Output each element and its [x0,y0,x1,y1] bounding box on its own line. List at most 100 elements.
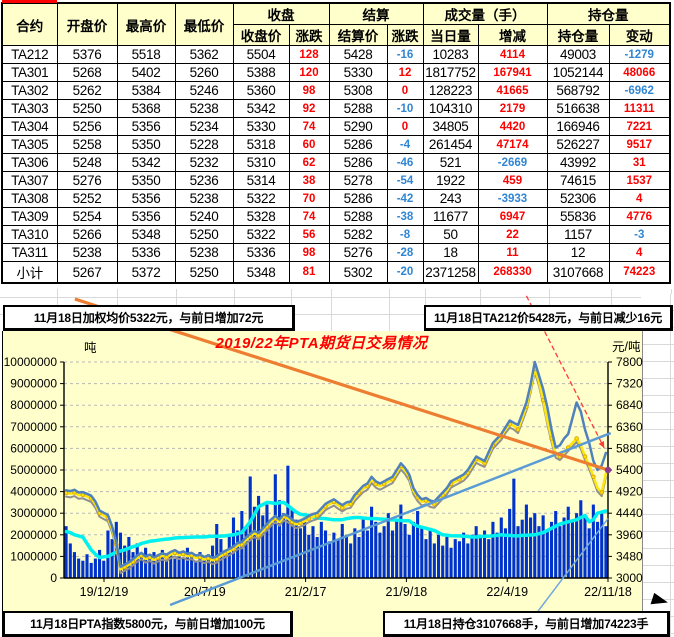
col-oi-group[interactable]: 持仓量 [546,2,671,25]
cell-settle[interactable]: 5308 [328,81,388,100]
cell-settle[interactable]: 5302 [328,261,388,284]
cell-settle-chg[interactable]: -10 [386,99,424,118]
cell-settle-chg[interactable]: -4 [386,135,424,154]
cell-oi[interactable]: 1157 [546,225,610,244]
cell-oi-chg[interactable]: 11311 [608,99,671,118]
col-volume-group[interactable]: 成交量（手） [422,2,548,25]
cell-contract[interactable]: TA309 [1,207,58,226]
cell-high[interactable]: 5356 [116,207,176,226]
cell-settle[interactable]: 5288 [328,99,388,118]
cell-close[interactable]: 5360 [232,81,290,100]
cell-contract[interactable]: TA306 [1,153,58,172]
cell-settle-chg[interactable]: 0 [386,117,424,136]
cell-close[interactable]: 5322 [232,225,290,244]
cell-high[interactable]: 5350 [116,171,176,190]
cell-settle[interactable]: 5288 [328,207,388,226]
cell-vol-chg[interactable]: 459 [477,171,548,190]
cell-high[interactable]: 5372 [116,261,176,284]
cell-oi-chg[interactable]: 7221 [608,117,671,136]
cell-close[interactable]: 5342 [232,99,290,118]
pta-daily-chart[interactable]: 0 3000 1000000 3480 2000000 3960 3000000 4440 40… [2,294,643,637]
cell-close-chg[interactable]: 81 [288,261,330,284]
cell-low[interactable]: 5228 [174,135,234,154]
cell-vol-chg[interactable]: 22 [477,225,548,244]
cell-contract[interactable]: TA301 [1,63,58,82]
cell-settle[interactable]: 5330 [328,63,388,82]
cell-close[interactable]: 5336 [232,243,290,262]
cell-vol-chg[interactable]: 167941 [477,63,548,82]
cell-settle[interactable]: 5286 [328,153,388,172]
cell-close[interactable]: 5330 [232,117,290,136]
cell-day-vol[interactable]: 104310 [422,99,479,118]
cell-low[interactable]: 5250 [174,225,234,244]
cell-oi[interactable]: 12 [546,243,610,262]
cell-day-vol[interactable]: 261454 [422,135,479,154]
cell-day-vol[interactable]: 1922 [422,171,479,190]
chart-background[interactable] [2,331,643,637]
col-oi[interactable]: 持仓量 [546,24,610,46]
cell-day-vol[interactable]: 1817752 [422,63,479,82]
cell-contract[interactable]: TA303 [1,99,58,118]
cell-oi[interactable]: 516638 [546,99,610,118]
cell-open[interactable]: 5376 [56,45,118,64]
col-settle-group[interactable]: 结算 [328,2,424,25]
col-high[interactable]: 最高价 [116,2,176,46]
cell-vol-chg[interactable]: 4420 [477,117,548,136]
cell-oi[interactable]: 568792 [546,81,610,100]
cell-oi[interactable]: 526227 [546,135,610,154]
cell-oi-chg[interactable]: 9517 [608,135,671,154]
cell-contract[interactable]: TA308 [1,189,58,208]
cell-oi-chg[interactable]: 31 [608,153,671,172]
cell-close-chg[interactable]: 92 [288,99,330,118]
cell-close-chg[interactable]: 38 [288,171,330,190]
cell-close[interactable]: 5314 [232,171,290,190]
cell-oi[interactable]: 49003 [546,45,610,64]
col-settle-chg[interactable]: 涨跌 [386,24,424,46]
col-low[interactable]: 最低价 [174,2,234,46]
cell-open[interactable]: 5276 [56,171,118,190]
cell-close-chg[interactable]: 74 [288,117,330,136]
cell-oi[interactable]: 74615 [546,171,610,190]
cell-day-vol[interactable]: 521 [422,153,479,172]
col-settle[interactable]: 结算价 [328,24,388,46]
col-vol-chg[interactable]: 增减 [477,24,548,46]
cell-oi[interactable]: 3107668 [546,261,610,284]
cell-vol-chg[interactable]: 268330 [477,261,548,284]
cell-settle-chg[interactable]: -54 [386,171,424,190]
cell-close[interactable]: 5318 [232,135,290,154]
cell-contract[interactable]: TA310 [1,225,58,244]
cell-close-chg[interactable]: 98 [288,81,330,100]
cell-low[interactable]: 5232 [174,153,234,172]
cell-vol-chg[interactable]: 41665 [477,81,548,100]
cell-day-vol[interactable]: 128223 [422,81,479,100]
cell-day-vol[interactable]: 10283 [422,45,479,64]
col-open[interactable]: 开盘价 [56,2,118,46]
cell-contract[interactable]: TA307 [1,171,58,190]
cell-close[interactable]: 5328 [232,207,290,226]
cell-settle-chg[interactable]: -16 [386,45,424,64]
cell-oi-chg[interactable]: 1537 [608,171,671,190]
cell-oi-chg[interactable]: 48066 [608,63,671,82]
cell-close-chg[interactable]: 128 [288,45,330,64]
cell-close-chg[interactable]: 120 [288,63,330,82]
cell-oi-chg[interactable]: 4 [608,243,671,262]
cell-low[interactable]: 5238 [174,243,234,262]
cell-open[interactable]: 5268 [56,63,118,82]
cell-close-chg[interactable]: 74 [288,207,330,226]
cell-vol-chg[interactable]: 2179 [477,99,548,118]
cell-settle-chg[interactable]: -38 [386,207,424,226]
cell-settle[interactable]: 5290 [328,117,388,136]
col-close[interactable]: 收盘价 [232,24,290,46]
cell-open[interactable]: 5267 [56,261,118,284]
cell-contract[interactable]: 小计 [1,261,58,284]
cell-day-vol[interactable]: 243 [422,189,479,208]
cell-oi-chg[interactable]: -3 [608,225,671,244]
cell-high[interactable]: 5350 [116,135,176,154]
cell-vol-chg[interactable]: 11 [477,243,548,262]
cell-close[interactable]: 5310 [232,153,290,172]
cell-oi[interactable]: 52306 [546,189,610,208]
cell-open[interactable]: 5254 [56,207,118,226]
cell-settle-chg[interactable]: -8 [386,225,424,244]
cell-day-vol[interactable]: 2371258 [422,261,479,284]
cell-settle[interactable]: 5276 [328,243,388,262]
